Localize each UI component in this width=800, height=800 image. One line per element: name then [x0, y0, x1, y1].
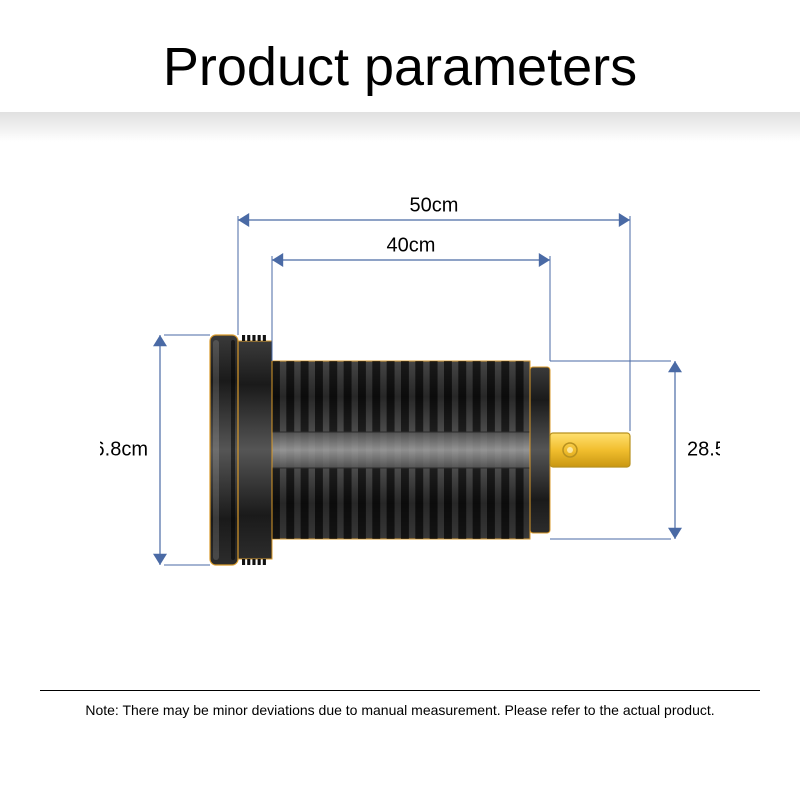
note-text: Note: There may be minor deviations due … — [0, 702, 800, 718]
svg-text:36.8cm: 36.8cm — [100, 438, 148, 460]
page: Product parameters 50cm40cm36.8cm28.5cm … — [0, 0, 800, 800]
title-shadow — [0, 112, 800, 142]
svg-text:50cm: 50cm — [410, 194, 459, 216]
product-diagram: 50cm 40cm 36.8cm 28.5cm — [100, 190, 720, 630]
svg-text:40cm: 40cm — [387, 234, 436, 256]
note-divider — [40, 690, 760, 691]
svg-text:28.5cm: 28.5cm — [687, 438, 720, 460]
page-title: Product parameters — [0, 36, 800, 98]
